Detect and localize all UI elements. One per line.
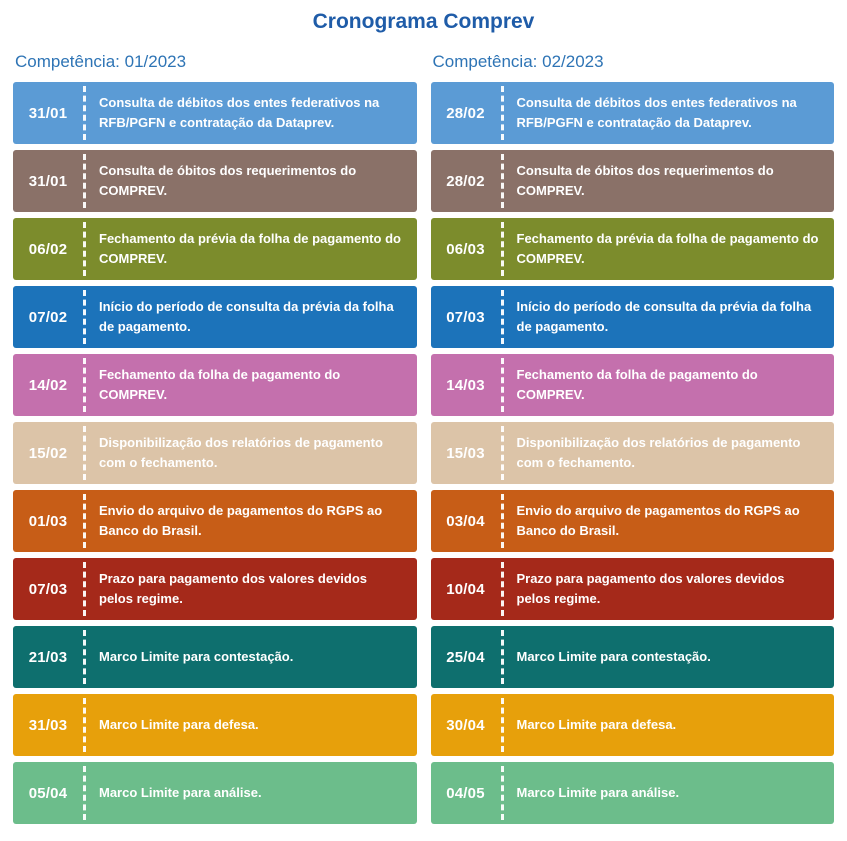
dashed-separator	[83, 222, 86, 276]
row-description: Fechamento da folha de pagamento do COMP…	[99, 366, 341, 402]
schedule-row: 14/03 Fechamento da folha de pagamento do…	[430, 354, 834, 416]
schedule-row: 10/04 Prazo para pagamento dos valores de…	[430, 558, 834, 620]
row-description: Marco Limite para contestação.	[99, 648, 294, 664]
row-description: Fechamento da prévia da folha de pagamen…	[99, 230, 401, 266]
row-date: 31/01	[28, 172, 68, 190]
rows-container: 31/01 Consulta de débitos dos entes feder…	[13, 82, 417, 824]
row-date: 05/04	[28, 784, 68, 802]
row-date: 06/03	[446, 240, 485, 258]
schedule-row: 15/03 Disponibilização dos relatórios de …	[430, 422, 834, 484]
row-date: 21/03	[28, 648, 68, 666]
dashed-separator	[500, 426, 504, 480]
dashed-separator	[83, 630, 86, 684]
schedule-row: 21/03 Marco Limite para contestação.	[13, 626, 417, 688]
row-description: Marco Limite para análise.	[516, 784, 680, 800]
row-description: Marco Limite para análise.	[99, 784, 262, 800]
dashed-separator	[500, 290, 504, 344]
competencia-column: Competência: 02/2023 28/02 Consulta de déb…	[430, 48, 834, 824]
row-date: 30/04	[446, 716, 485, 734]
dashed-separator	[500, 154, 504, 208]
row-date: 06/02	[28, 240, 68, 258]
schedule-row: 15/02 Disponibilização dos relatórios de …	[13, 422, 417, 484]
schedule-row: 31/01 Consulta de débitos dos entes feder…	[13, 82, 417, 144]
schedule-row: 01/03 Envio do arquivo de pagamentos do R…	[13, 490, 417, 552]
rows-container: 28/02 Consulta de débitos dos entes feder…	[430, 82, 834, 824]
row-date: 03/04	[446, 512, 485, 530]
schedule-row: 31/01 Consulta de óbitos dos requerimento…	[13, 150, 417, 212]
row-date: 31/03	[28, 716, 68, 734]
row-description: Envio do arquivo de pagamentos do RGPS a…	[99, 502, 383, 538]
schedule-row: 30/04 Marco Limite para defesa.	[430, 694, 834, 756]
row-date: 04/05	[446, 784, 485, 802]
row-date: 01/03	[28, 512, 68, 530]
dashed-separator	[83, 766, 86, 820]
dashed-separator	[83, 154, 86, 208]
dashed-separator	[83, 426, 86, 480]
row-date: 07/03	[446, 308, 485, 326]
dashed-separator	[83, 86, 86, 140]
row-description: Fechamento da prévia da folha de pagamen…	[516, 230, 819, 266]
schedule-row: 28/02 Consulta de débitos dos entes feder…	[430, 82, 834, 144]
row-date: 28/02	[446, 104, 485, 122]
schedule-row: 28/02 Consulta de óbitos dos requerimento…	[430, 150, 834, 212]
schedule-row: 25/04 Marco Limite para contestação.	[430, 626, 834, 688]
schedule-row: 06/03 Fechamento da prévia da folha de pa…	[430, 218, 834, 280]
dashed-separator	[83, 358, 86, 412]
dashed-separator	[500, 630, 504, 684]
columns-container: Competência: 01/2023 31/01 Consulta de déb…	[0, 48, 847, 824]
row-date: 25/04	[446, 648, 485, 666]
row-date: 15/02	[28, 444, 68, 462]
row-description: Início do período de consulta da prévia …	[99, 298, 394, 334]
dashed-separator	[83, 562, 86, 616]
dashed-separator	[83, 494, 86, 548]
row-date: 10/04	[446, 580, 485, 598]
dashed-separator	[500, 222, 504, 276]
schedule-row: 05/04 Marco Limite para análise.	[13, 762, 417, 824]
dashed-separator	[83, 290, 86, 344]
schedule-row: 31/03 Marco Limite para defesa.	[13, 694, 417, 756]
dashed-separator	[500, 562, 504, 616]
row-description: Prazo para pagamento dos valores devidos…	[99, 570, 368, 606]
schedule-row: 07/03 Prazo para pagamento dos valores de…	[13, 558, 417, 620]
row-date: 31/01	[28, 104, 68, 122]
page-title: Cronograma Comprev	[312, 10, 535, 33]
row-description: Marco Limite para contestação.	[516, 648, 711, 664]
row-description: Marco Limite para defesa.	[516, 716, 677, 732]
row-date: 15/03	[446, 444, 485, 462]
row-description: Consulta de óbitos dos requerimentos do …	[516, 162, 774, 198]
dashed-separator	[500, 494, 504, 548]
schedule-row: 14/02 Fechamento da folha de pagamento do…	[13, 354, 417, 416]
row-description: Prazo para pagamento dos valores devidos…	[516, 570, 785, 606]
row-description: Consulta de débitos dos entes federativo…	[99, 94, 380, 130]
row-description: Consulta de óbitos dos requerimentos do …	[99, 162, 357, 198]
row-date: 07/02	[28, 308, 68, 326]
column-header: Competência: 02/2023	[432, 52, 604, 71]
row-description: Fechamento da folha de pagamento do COMP…	[516, 366, 758, 402]
schedule-row: 04/05 Marco Limite para análise.	[430, 762, 834, 824]
row-description: Disponibilização dos relatórios de pagam…	[99, 434, 383, 470]
schedule-row: 07/03 Início do período de consulta da pr…	[430, 286, 834, 348]
row-description: Início do período de consulta da prévia …	[516, 298, 812, 334]
column-header: Competência: 01/2023	[15, 52, 187, 71]
dashed-separator	[500, 698, 504, 752]
competencia-column: Competência: 01/2023 31/01 Consulta de déb…	[13, 48, 417, 824]
row-date: 28/02	[446, 172, 485, 190]
dashed-separator	[83, 698, 86, 752]
dashed-separator	[500, 358, 504, 412]
row-description: Marco Limite para defesa.	[99, 716, 259, 732]
row-description: Disponibilização dos relatórios de pagam…	[516, 434, 801, 470]
row-date: 14/03	[446, 376, 485, 394]
row-date: 14/02	[28, 376, 68, 394]
schedule-row: 03/04 Envio do arquivo de pagamentos do R…	[430, 490, 834, 552]
dashed-separator	[500, 766, 504, 820]
row-description: Consulta de débitos dos entes federativo…	[516, 94, 797, 130]
row-date: 07/03	[28, 580, 68, 598]
row-description: Envio do arquivo de pagamentos do RGPS a…	[516, 502, 800, 538]
schedule-row: 07/02 Início do período de consulta da pr…	[13, 286, 417, 348]
dashed-separator	[500, 86, 504, 140]
schedule-row: 06/02 Fechamento da prévia da folha de pa…	[13, 218, 417, 280]
